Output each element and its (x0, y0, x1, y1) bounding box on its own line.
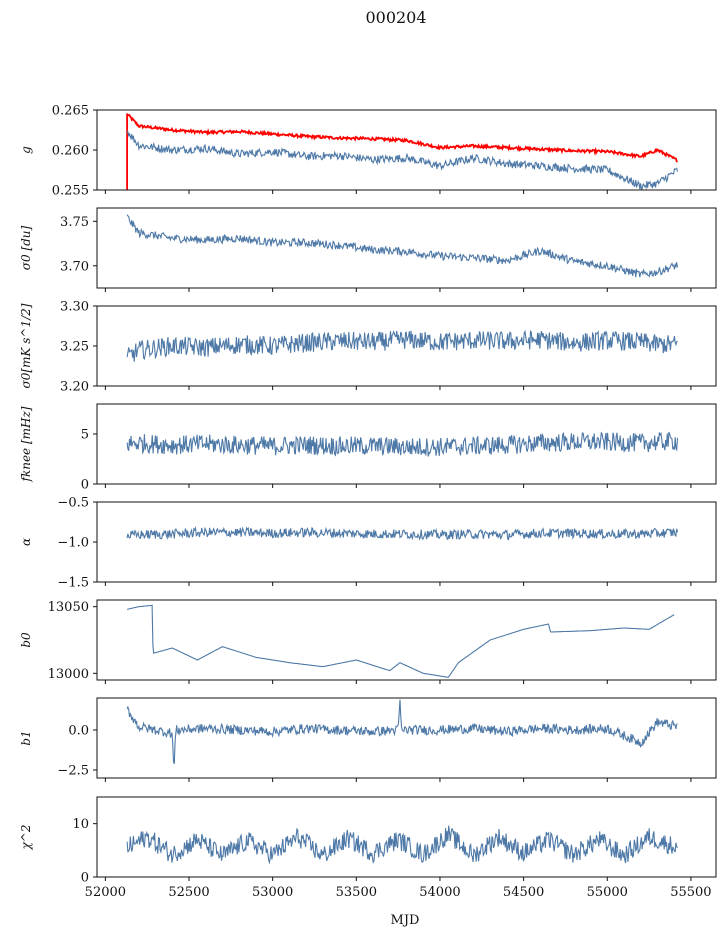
figure-title: 000204 (365, 8, 426, 27)
series-line-1 (126, 214, 679, 278)
series-line-2 (126, 130, 679, 190)
axes-frame (96, 697, 717, 779)
y-axis-label: σ0 [du] (19, 225, 33, 270)
y-axis-label: α (19, 538, 33, 546)
series-line-1 (126, 699, 678, 764)
y-tick-label: 0.265 (52, 104, 89, 119)
x-tick-label: 53000 (252, 885, 293, 900)
y-axis-label: b0 (19, 632, 33, 648)
y-tick-label: −1.0 (57, 536, 89, 551)
panel-5: −1.5 −1.0 −0.5 α (19, 496, 717, 591)
series-line-1 (126, 825, 678, 865)
axes-frame (96, 501, 717, 583)
series-line-1 (127, 604, 675, 678)
y-tick-label: 0.0 (68, 724, 89, 739)
axes-frame (96, 599, 717, 681)
panel-7: −2.5 0.0 b1 (19, 697, 717, 782)
y-axis-label: g (19, 146, 33, 154)
axes-frame (96, 403, 717, 485)
series-line-1 (126, 113, 678, 190)
panel-3: 3.20 3.25 3.30 σ0[mK s^1/2] (19, 300, 717, 395)
panel-2: 3.70 3.75 σ0 [du] (19, 207, 717, 292)
series-line-1 (126, 525, 679, 541)
y-tick-label: −2.5 (57, 764, 89, 779)
x-tick-label: 53500 (336, 885, 377, 900)
y-tick-label: 3.70 (60, 259, 89, 274)
y-axis-label: χ^2 (19, 825, 33, 851)
axes-frame (96, 305, 717, 387)
x-tick-label: 55500 (670, 885, 711, 900)
x-tick-label: 52500 (168, 885, 209, 900)
y-tick-label: 13000 (48, 667, 89, 682)
panel-6: 13000 13050 b0 (19, 599, 717, 684)
y-axis-label: b1 (19, 730, 33, 745)
y-tick-label: 0.255 (52, 184, 89, 199)
y-tick-label: 3.25 (60, 340, 89, 355)
y-tick-label: 3.20 (60, 380, 89, 395)
x-tick-label: 54000 (419, 885, 460, 900)
axes-frame (96, 796, 717, 878)
y-tick-label: 0 (81, 871, 89, 886)
y-tick-label: 3.30 (60, 300, 89, 315)
x-tick-label: 54500 (503, 885, 544, 900)
panel-4: 0 5 fknee [mHz] (19, 403, 717, 493)
y-axis-label: σ0[mK s^1/2] (19, 303, 33, 388)
panel-1: 0.255 0.260 0.265 g (19, 104, 717, 199)
series-line-1 (126, 431, 679, 457)
y-tick-label: −1.5 (57, 576, 89, 591)
y-axis-label: fknee [mHz] (19, 406, 33, 482)
series-line-1 (126, 329, 678, 362)
y-tick-label: 13050 (48, 600, 89, 615)
y-tick-label: 0 (81, 478, 89, 493)
x-tick-label: 52000 (85, 885, 126, 900)
panel-8: 0 10 52000 52500 53000 53500 54000 54500 55000 55… (19, 796, 717, 900)
axes-frame (96, 207, 717, 289)
y-tick-label: 3.75 (60, 215, 89, 230)
x-tick-label: 55000 (587, 885, 628, 900)
y-tick-label: 0.260 (52, 144, 89, 159)
y-tick-label: −0.5 (57, 496, 89, 511)
y-tick-label: 5 (81, 428, 89, 443)
x-axis-label: MJD (391, 913, 420, 928)
y-tick-label: 10 (72, 817, 89, 832)
